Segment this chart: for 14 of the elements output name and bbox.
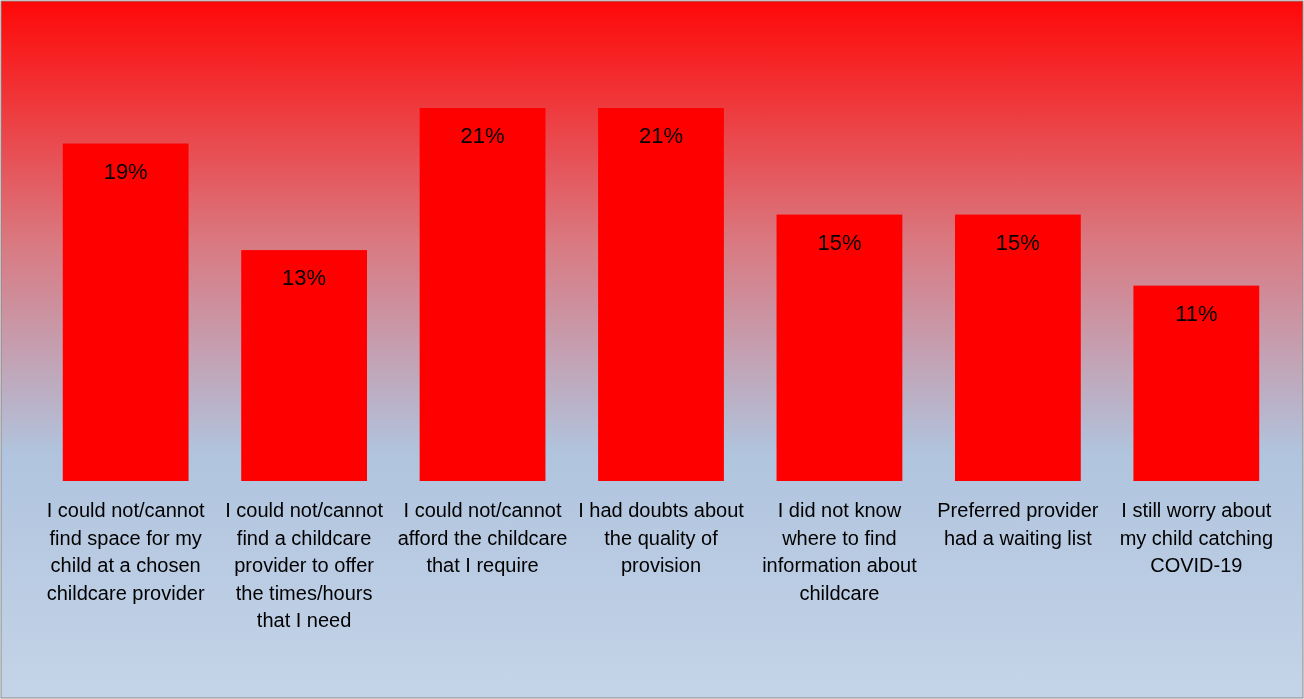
x-tick-label: I could not/cannot find space for my child at a chosen childcare provider <box>46 499 206 604</box>
data-label: 19% <box>103 158 148 184</box>
x-tick-label: I could not/cannot afford the childcare that I require <box>397 499 568 576</box>
x-tick-label: I had doubts about the quality of provision <box>578 499 745 576</box>
data-label: 13% <box>282 265 327 291</box>
data-label: 11% <box>1175 300 1218 326</box>
x-tick-label: I still worry about my child catching COVID-19 <box>1119 499 1274 576</box>
x-tick-label: Preferred provider had a waiting list <box>937 499 1099 549</box>
data-label: 15% <box>995 229 1040 255</box>
x-tick-label: I did not know where to find information about childcare <box>762 499 918 604</box>
data-label: 21% <box>460 123 505 148</box>
data-label: 21% <box>638 123 684 148</box>
data-label: 15% <box>817 229 862 255</box>
x-tick-label: I could not/cannot find a childcare provider to offer the times/hours that I need <box>225 499 384 631</box>
